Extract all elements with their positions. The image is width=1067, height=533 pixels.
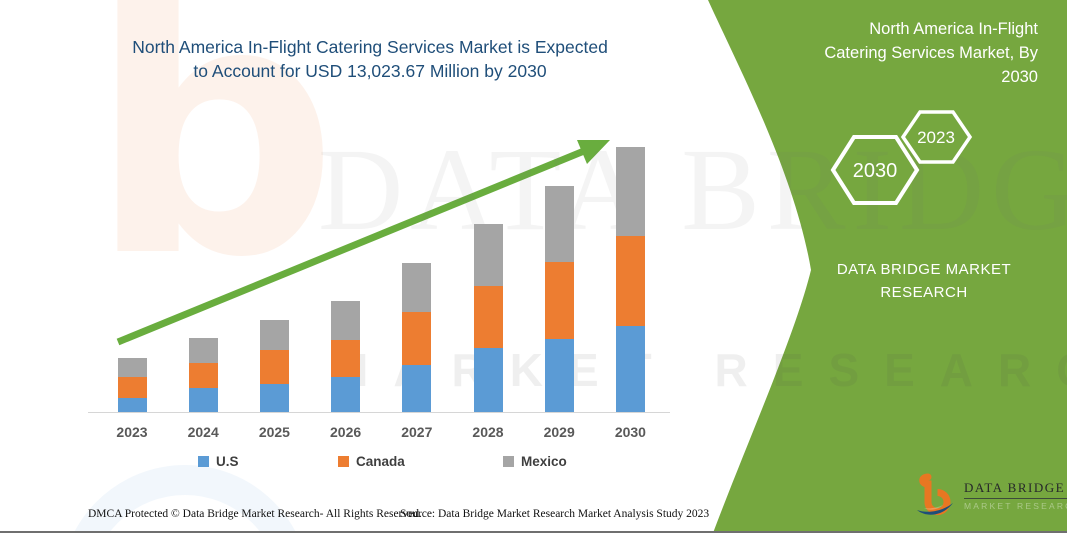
footer-dmca-text: DMCA Protected © Data Bridge Market Rese…: [88, 508, 422, 520]
decorative-arc: [73, 465, 297, 533]
legend-swatch: [198, 456, 209, 467]
side-panel-title: North America In-Flight Catering Service…: [824, 20, 1038, 86]
bar-segment-mexico: [188, 337, 218, 363]
legend-label: U.S: [216, 454, 239, 469]
x-axis-label: 2023: [116, 424, 148, 440]
bar-segment-us: [259, 383, 289, 413]
company-logo: DATA BRIDGE MARKET RESEARCH: [914, 472, 1067, 518]
year-hexagons: 2030 2023: [830, 110, 973, 205]
bar-segment-canada: [402, 311, 432, 366]
x-axis-label: 2025: [258, 424, 290, 440]
bar-segment-mexico: [331, 301, 361, 340]
bar-segment-mexico: [117, 358, 147, 377]
legend-item-mexico: Mexico: [503, 454, 567, 469]
legend-swatch: [338, 456, 349, 467]
bar-segment-canada: [473, 286, 503, 349]
bar-segment-canada: [188, 362, 218, 389]
bar-segment-mexico: [544, 186, 574, 262]
x-axis-label: 2026: [330, 424, 362, 440]
legend-swatch: [503, 456, 514, 467]
data-bridge-logo-icon: [917, 473, 953, 515]
logo-title: DATA BRIDGE: [964, 480, 1067, 499]
bar-segment-mexico: [473, 224, 503, 287]
x-axis-label: 2028: [472, 424, 504, 440]
trend-arrow-line: [116, 147, 586, 346]
hexagon-2030-icon: [830, 135, 920, 205]
bar-segment-us: [188, 388, 218, 413]
bar-segment-us: [473, 348, 503, 413]
hexagon-2023-label: 2023: [917, 128, 955, 147]
hexagon-2030-label: 2030: [853, 160, 898, 182]
bar-segment-mexico: [615, 147, 645, 237]
hexagon-2023-icon: [900, 110, 973, 164]
brand-name: DATA BRIDGE MARKET RESEARCH: [836, 261, 1012, 302]
bar-segment-us: [615, 326, 645, 413]
logo-subtitle: MARKET RESEARCH: [964, 500, 1067, 511]
footer-source-text: Source: Data Bridge Market Research Mark…: [400, 508, 710, 520]
chart-title: North America In-Flight Catering Service…: [132, 37, 608, 81]
x-axis-line: [88, 412, 670, 413]
trend-arrow-head: [577, 140, 610, 164]
bar-segment-us: [402, 365, 432, 413]
bottom-border-line: [0, 531, 1067, 533]
x-axis-label: 2030: [614, 424, 646, 440]
x-axis-label: 2024: [187, 424, 219, 440]
x-axis-label: 2029: [543, 424, 575, 440]
bar-segment-canada: [544, 261, 574, 340]
bar-segment-us: [544, 339, 574, 413]
bar-segment-us: [331, 377, 361, 413]
x-axis-label: 2027: [401, 424, 433, 440]
legend-label: Canada: [356, 454, 405, 469]
legend-item-us: U.S: [198, 454, 239, 469]
green-side-panel: [708, 0, 1067, 533]
bar-segment-canada: [117, 376, 147, 398]
legend-label: Mexico: [521, 454, 567, 469]
logo-text-block: DATA BRIDGE MARKET RESEARCH: [964, 480, 1067, 511]
bar-segment-canada: [259, 350, 289, 384]
bar-segment-us: [117, 397, 147, 413]
bar-segment-mexico: [402, 262, 432, 312]
bar-segment-mexico: [259, 320, 289, 351]
bar-segment-canada: [331, 339, 361, 378]
legend: U.S Canada Mexico: [0, 454, 700, 474]
legend-item-canada: Canada: [338, 454, 405, 469]
bar-segment-canada: [615, 236, 645, 327]
